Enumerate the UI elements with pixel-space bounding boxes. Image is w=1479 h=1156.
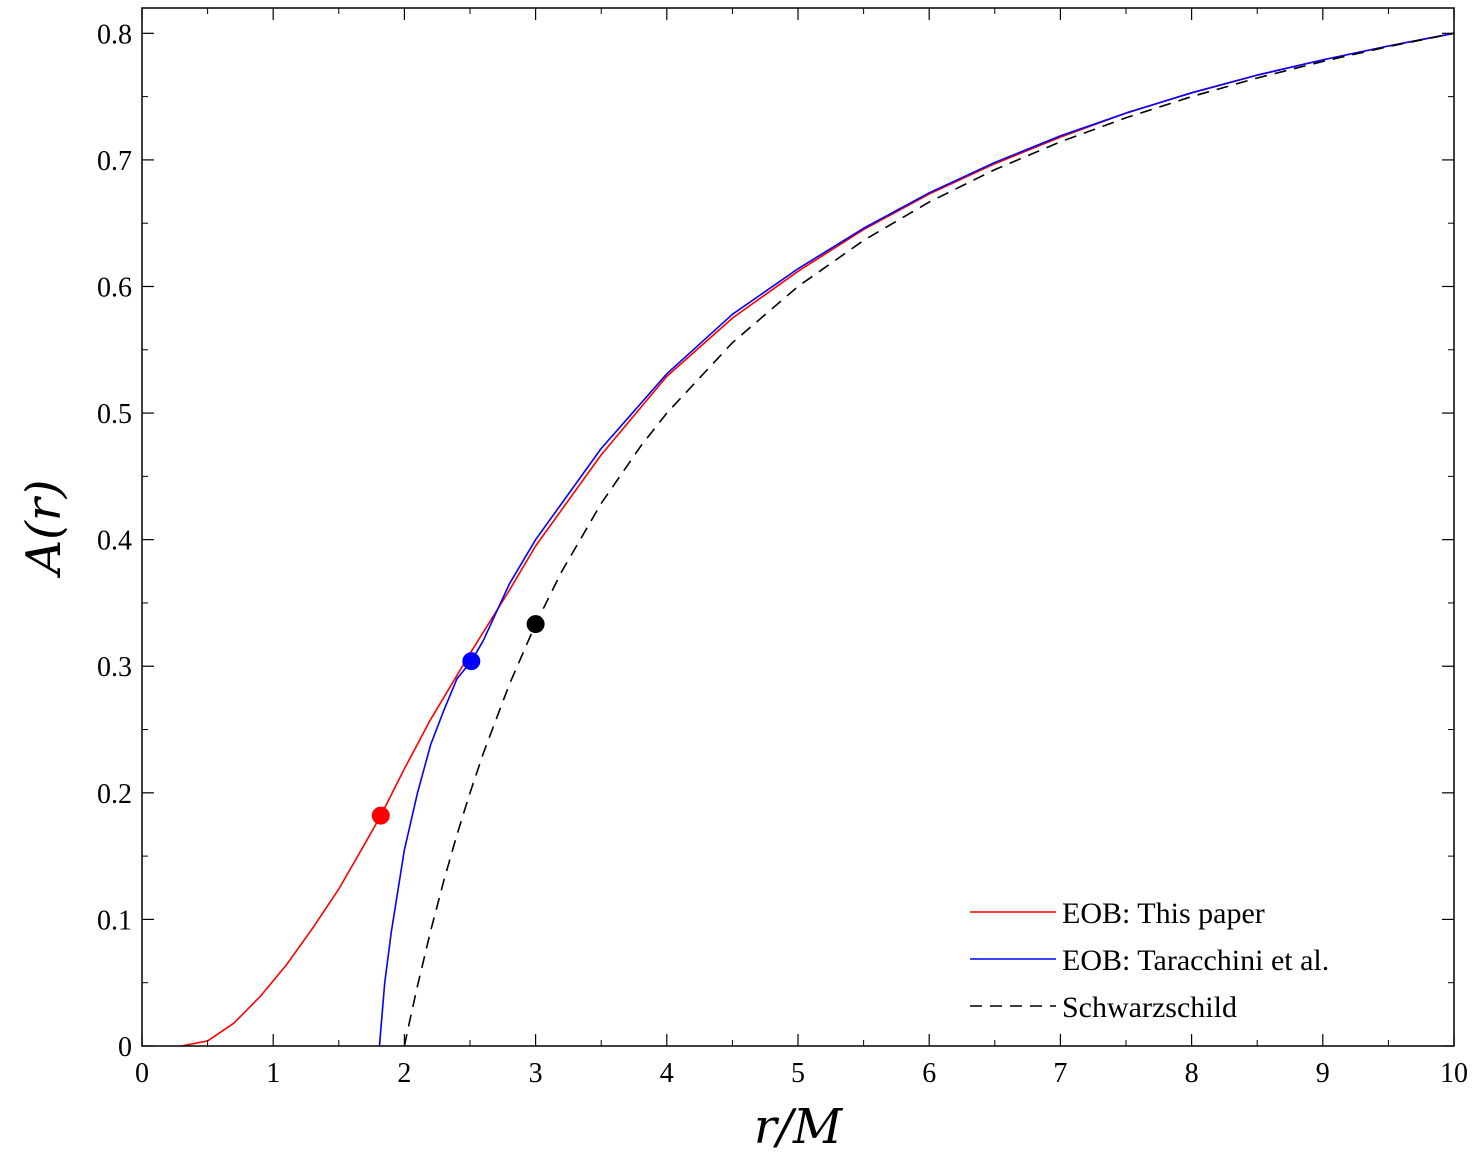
series-line-1 — [180, 32, 1455, 1047]
y-tick-label: 0.2 — [97, 779, 132, 810]
x-tick-label: 3 — [529, 1058, 543, 1089]
y-axis-label: A(r) — [16, 479, 72, 578]
x-tick-label: 8 — [1185, 1058, 1199, 1089]
y-tick-label: 0.8 — [97, 19, 132, 50]
x-tick-label: 10 — [1440, 1058, 1468, 1089]
marker-point-1 — [371, 806, 390, 825]
y-tick-label: 0.4 — [97, 526, 132, 557]
x-tick-label: 1 — [266, 1058, 280, 1089]
legend-label-2: EOB: Taracchini et al. — [1062, 944, 1329, 977]
x-tick-label: 2 — [397, 1058, 411, 1089]
marker-point-3 — [526, 615, 545, 634]
x-tick-label: 0 — [135, 1058, 149, 1089]
y-tick-label: 0.3 — [97, 652, 132, 683]
legend-label-1: EOB: This paper — [1062, 897, 1265, 930]
y-tick-label: 0 — [118, 1032, 132, 1063]
x-tick-label: 5 — [791, 1058, 805, 1089]
y-tick-label: 0.7 — [97, 146, 132, 177]
marker-point-2 — [462, 652, 481, 671]
series-layer — [180, 32, 1455, 1047]
marker-layer — [371, 615, 545, 825]
y-tick-label: 0.1 — [97, 905, 132, 936]
tick-layer: 0 1 2 3 4 5 6 7 8 9 10 0 0.1 0.2 0.3 0.4 0.5 0.6 0.7 0.8 — [97, 8, 1468, 1089]
x-tick-label: 7 — [1053, 1058, 1067, 1089]
legend-label-3: Schwarzschild — [1062, 991, 1237, 1024]
series-line-2 — [378, 32, 1455, 1047]
x-tick-label: 6 — [922, 1058, 936, 1089]
y-tick-label: 0.5 — [97, 399, 132, 430]
series-line-3 — [403, 32, 1455, 1047]
legend: EOB: This paper EOB: Taracchini et al. Sch… — [970, 897, 1329, 1024]
x-tick-label: 9 — [1316, 1058, 1330, 1089]
x-tick-label: 4 — [660, 1058, 674, 1089]
y-tick-label: 0.6 — [97, 272, 132, 303]
x-axis-label: r/M — [754, 1099, 844, 1155]
